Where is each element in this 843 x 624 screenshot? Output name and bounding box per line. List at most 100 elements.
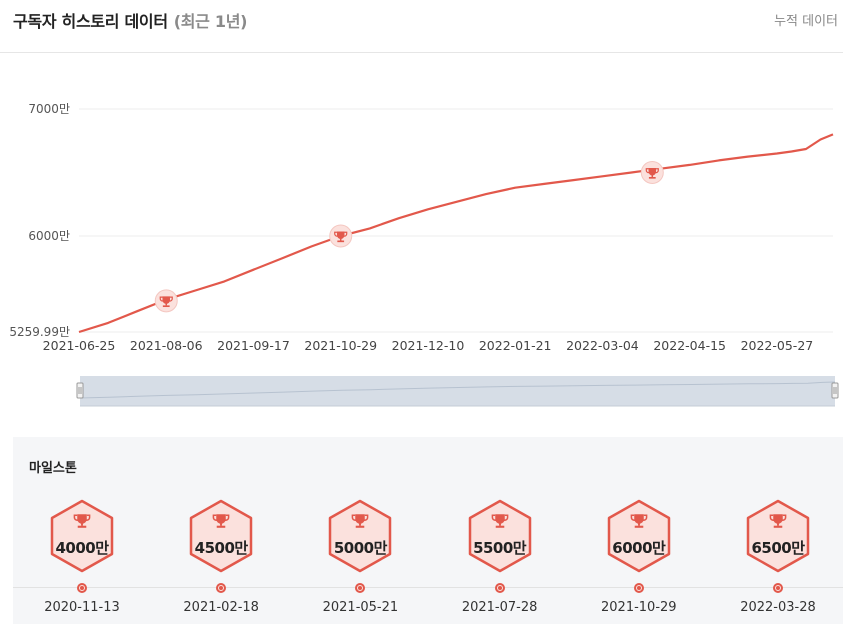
- milestone-date: 2021-07-28: [461, 600, 538, 615]
- x-tick-label: 2021-12-10: [392, 338, 465, 353]
- milestone-badge: 6000만: [606, 499, 672, 573]
- navigator-series-line: [79, 381, 836, 399]
- trophy-icon: [769, 514, 787, 528]
- trophy-icon: [212, 514, 230, 528]
- data-point[interactable]: [571, 178, 575, 182]
- data-point[interactable]: [251, 268, 255, 272]
- milestone-item: 4500만 2021-02-18: [161, 499, 281, 624]
- x-tick-label: 2021-06-25: [43, 338, 116, 353]
- milestone-badge: 5000만: [327, 499, 393, 573]
- milestone-date: 2021-05-21: [322, 600, 399, 615]
- hexagon-shape: [189, 499, 253, 573]
- chart-title-text: 구독자 히스토리 데이터: [13, 12, 168, 31]
- milestone-date: 2020-11-13: [44, 600, 120, 615]
- milestone-marker[interactable]: [329, 224, 353, 248]
- x-tick-label: 2021-10-29: [304, 338, 377, 353]
- timeline-dot: [773, 583, 783, 593]
- trophy-icon: [334, 231, 348, 243]
- data-point[interactable]: [630, 171, 634, 175]
- hexagon-shape: [468, 499, 531, 573]
- x-tick-label: 2022-05-27: [741, 338, 814, 353]
- milestone-marker[interactable]: [154, 289, 178, 313]
- milestone-item: 4000만 2020-11-13: [22, 499, 142, 624]
- hexagon-shape: [607, 499, 671, 573]
- y-tick-label: 5259.99만: [9, 325, 70, 339]
- navigator-selection[interactable]: [80, 376, 835, 406]
- trophy-icon: [645, 168, 659, 179]
- milestones-timeline: [13, 587, 843, 588]
- data-point[interactable]: [106, 321, 110, 325]
- data-point[interactable]: [804, 147, 808, 151]
- milestone-item: 5000만 2021-05-21: [300, 499, 420, 624]
- subscriber-line-chart: 5259.99만 6000만 7000만 2021-06-25 2021-08-06 20…: [9, 102, 835, 353]
- x-tick-label: 2022-03-04: [566, 338, 639, 353]
- milestone-value: 5000만: [333, 539, 388, 557]
- data-point[interactable]: [789, 150, 793, 154]
- data-point[interactable]: [831, 132, 835, 136]
- x-tick-label: 2022-04-15: [653, 338, 726, 353]
- data-point[interactable]: [746, 155, 750, 159]
- x-tick-label: 2021-09-17: [217, 338, 290, 353]
- data-point[interactable]: [775, 151, 779, 155]
- milestone-badge: 4000만: [49, 499, 115, 573]
- timeline-dot: [633, 583, 644, 593]
- trophy-icon: [159, 296, 173, 308]
- data-point[interactable]: [688, 163, 692, 167]
- x-tick-label: 2022-01-21: [479, 338, 552, 353]
- milestone-value: 6000만: [612, 539, 666, 557]
- data-point[interactable]: [281, 256, 285, 260]
- data-point[interactable]: [717, 158, 721, 162]
- data-point[interactable]: [600, 174, 604, 178]
- navigator-left-handle[interactable]: [76, 382, 84, 399]
- timeline-dot: [355, 583, 366, 593]
- milestone-value: 5500만: [473, 539, 527, 557]
- milestone-badge: 4500만: [188, 499, 254, 573]
- milestone-value: 4500만: [194, 539, 249, 557]
- milestone-badge: 6500만: [745, 499, 811, 573]
- y-tick-label: 6000만: [28, 229, 70, 243]
- data-point[interactable]: [77, 330, 81, 334]
- milestone-date: 2021-02-18: [183, 600, 259, 615]
- milestone-value: 6500만: [751, 539, 805, 557]
- milestones-title: 마일스톤: [29, 461, 77, 476]
- timeline-dot: [216, 583, 227, 593]
- data-point[interactable]: [542, 182, 546, 186]
- milestone-item: 6500만 2022-03-28: [718, 499, 838, 624]
- subscriber-series-line: [78, 133, 834, 334]
- range-navigator[interactable]: [0, 370, 843, 412]
- trophy-icon: [73, 514, 91, 528]
- data-point[interactable]: [135, 309, 139, 313]
- data-point[interactable]: [426, 207, 430, 211]
- chart-period-label: (최근 1년): [173, 12, 248, 31]
- chart-title: 구독자 히스토리 데이터 (최근 1년): [13, 8, 247, 32]
- trophy-icon: [630, 514, 648, 528]
- data-point[interactable]: [193, 288, 197, 292]
- milestone-badge: 5500만: [467, 499, 533, 573]
- milestone-marker[interactable]: [640, 161, 664, 184]
- hexagon-shape: [746, 499, 810, 573]
- y-tick-label: 7000만: [28, 102, 70, 116]
- milestone-date: 2021-10-29: [601, 600, 677, 615]
- navigator-right-handle[interactable]: [831, 382, 839, 399]
- hexagon-shape: [329, 499, 392, 573]
- milestone-value: 4000만: [55, 539, 109, 557]
- milestones-panel: 마일스톤 4000만 2020-11-13 4500만 2021-02-18 5000만…: [13, 437, 843, 624]
- timeline-dot: [77, 583, 87, 593]
- cumulative-data-toggle[interactable]: 누적 데이터: [774, 14, 838, 29]
- data-point[interactable]: [513, 186, 517, 190]
- chart-header: 구독자 히스토리 데이터 (최근 1년) 누적 데이터: [0, 0, 843, 53]
- milestone-date: 2022-03-28: [740, 600, 816, 615]
- data-point[interactable]: [455, 200, 459, 204]
- data-point[interactable]: [484, 192, 488, 196]
- hexagon-shape: [50, 499, 114, 573]
- data-point[interactable]: [310, 244, 314, 248]
- data-point[interactable]: [222, 279, 226, 283]
- x-tick-label: 2021-08-06: [130, 338, 203, 353]
- data-point[interactable]: [368, 226, 372, 230]
- trophy-icon: [491, 514, 508, 528]
- trophy-icon: [352, 514, 369, 528]
- milestone-item: 5500만 2021-07-28: [440, 499, 560, 624]
- data-point[interactable]: [397, 216, 401, 220]
- data-point[interactable]: [819, 137, 823, 141]
- timeline-dot: [494, 583, 505, 593]
